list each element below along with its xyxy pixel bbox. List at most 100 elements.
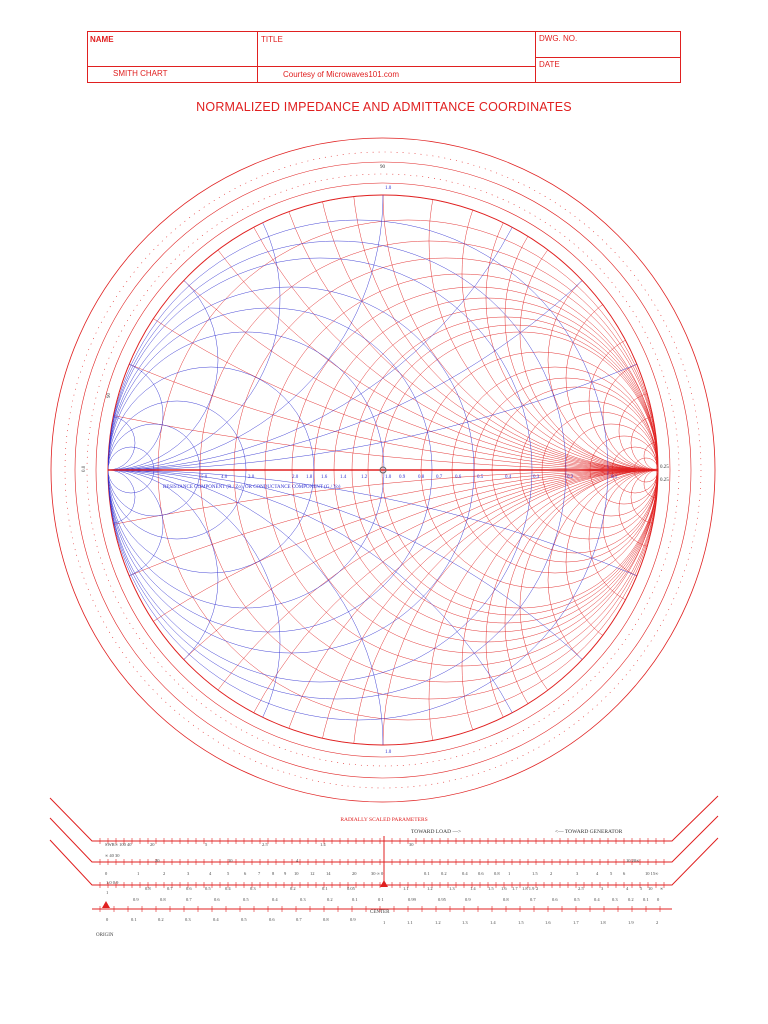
svg-text:0.1: 0.1 <box>643 897 649 902</box>
svg-text:0.9: 0.9 <box>133 897 139 902</box>
dwg-no-label: DWG. NO. <box>539 34 578 43</box>
svg-text:4: 4 <box>626 886 629 891</box>
svg-text:0.95: 0.95 <box>438 897 447 902</box>
date-label: DATE <box>539 60 560 69</box>
svg-text:0.1: 0.1 <box>131 917 137 922</box>
svg-text:2: 2 <box>163 871 165 876</box>
svg-text:0.9: 0.9 <box>350 917 356 922</box>
svg-text:1.4: 1.4 <box>490 920 496 925</box>
svg-text:1.2: 1.2 <box>361 475 368 480</box>
top-angle-label: 90 <box>380 165 386 170</box>
svg-text:1.1: 1.1 <box>403 886 409 891</box>
svg-text:5.0: 5.0 <box>201 475 208 480</box>
name-cell: NAME <box>88 32 258 67</box>
left-edge-label: 0.0 <box>82 465 87 472</box>
svg-text:1.3: 1.3 <box>449 886 455 891</box>
radially-scaled-parameters: RADIALLY SCALED PARAMETERS TOWARD LOAD —… <box>49 795 719 938</box>
svg-text:3: 3 <box>187 871 190 876</box>
svg-text:7: 7 <box>258 871 261 876</box>
title-value: Courtesy of Microwaves101.com <box>283 70 400 79</box>
center-label: CENTER <box>370 910 390 915</box>
svg-text:1: 1 <box>508 871 510 876</box>
svg-text:0.2: 0.2 <box>158 917 164 922</box>
svg-text:30 ∞ 0: 30 ∞ 0 <box>371 871 384 876</box>
svg-text:4: 4 <box>209 871 212 876</box>
svg-text:1.4: 1.4 <box>340 475 347 480</box>
svg-text:0.1: 0.1 <box>322 886 328 891</box>
svg-text:10 15∞: 10 15∞ <box>645 871 658 876</box>
axis-label: RESISTANCE COMPONENT (R / Zo), OR CONDUC… <box>163 485 341 490</box>
svg-text:1.4: 1.4 <box>320 842 326 847</box>
svg-text:4: 4 <box>596 871 599 876</box>
svg-text:0.7: 0.7 <box>436 475 443 480</box>
origin-label: ORIGIN <box>96 933 114 938</box>
title-block: NAME SMITH CHART TITLE Courtesy of Micro… <box>87 31 681 83</box>
svg-text:20: 20 <box>352 871 357 876</box>
svg-text:5: 5 <box>610 871 613 876</box>
name-value-cell: SMITH CHART <box>88 67 258 83</box>
svg-text:0.2: 0.2 <box>567 475 574 480</box>
svg-text:0.4: 0.4 <box>213 917 219 922</box>
svg-text:8: 8 <box>272 871 275 876</box>
svg-text:10: 10 <box>228 858 233 863</box>
scales-title: RADIALLY SCALED PARAMETERS <box>340 817 427 823</box>
svg-text:0.5: 0.5 <box>205 886 211 891</box>
svg-text:1.6: 1.6 <box>321 475 328 480</box>
svg-text:1.4: 1.4 <box>470 886 476 891</box>
svg-text:0.4: 0.4 <box>505 475 512 480</box>
svg-text:1.1: 1.1 <box>407 920 413 925</box>
svg-text:0.8: 0.8 <box>160 897 166 902</box>
name-value: SMITH CHART <box>113 69 168 78</box>
svg-text:1.5: 1.5 <box>518 920 524 925</box>
svg-text:5: 5 <box>640 886 643 891</box>
svg-text:0.3: 0.3 <box>533 475 540 480</box>
svg-text:0.3: 0.3 <box>612 897 618 902</box>
svg-text:1.3: 1.3 <box>462 920 468 925</box>
svg-text:2.5: 2.5 <box>578 886 584 891</box>
svg-text:0.2: 0.2 <box>628 897 634 902</box>
svg-text:0.5: 0.5 <box>477 475 484 480</box>
svg-text:9: 9 <box>284 871 287 876</box>
svg-text:0.7: 0.7 <box>296 917 302 922</box>
svg-text:0.1: 0.1 <box>611 475 618 480</box>
svg-text:0.2: 0.2 <box>327 897 333 902</box>
svg-text:6: 6 <box>244 871 247 876</box>
svg-text:1.6: 1.6 <box>545 920 551 925</box>
svg-text:3: 3 <box>601 886 604 891</box>
svg-text:5: 5 <box>227 871 230 876</box>
svg-text:0.05: 0.05 <box>347 886 356 891</box>
svg-text:0.5: 0.5 <box>574 897 580 902</box>
svg-text:∞ 40 30: ∞ 40 30 <box>105 853 120 858</box>
svg-text:0: 0 <box>106 917 109 922</box>
svg-text:1.0: 1.0 <box>385 475 392 480</box>
title-cell: TITLE <box>258 32 536 67</box>
svg-text:4.0: 4.0 <box>221 475 228 480</box>
svg-text:4: 4 <box>296 858 299 863</box>
svg-text:SWR∞ 100 40: SWR∞ 100 40 <box>105 842 132 847</box>
svg-text:1: 1 <box>106 890 108 895</box>
svg-text:2: 2 <box>536 886 538 891</box>
svg-text:30: 30 <box>409 842 414 847</box>
svg-text:0: 0 <box>105 871 108 876</box>
svg-text:0.8: 0.8 <box>494 871 500 876</box>
svg-text:0.7: 0.7 <box>167 886 173 891</box>
svg-text:0.9: 0.9 <box>465 897 471 902</box>
top-arc-label: 1.0 <box>385 186 392 191</box>
svg-text:0.8: 0.8 <box>418 475 425 480</box>
svg-text:0.2: 0.2 <box>290 886 296 891</box>
svg-text:1.7: 1.7 <box>573 920 579 925</box>
svg-text:0.8: 0.8 <box>503 897 509 902</box>
svg-text:10: 10 <box>294 871 299 876</box>
left-angle-label: 90 <box>107 393 112 399</box>
svg-text:∞: ∞ <box>660 886 663 891</box>
svg-text:1: 1 <box>383 920 385 925</box>
svg-text:1.6: 1.6 <box>501 886 507 891</box>
svg-text:1.0 0.9: 1.0 0.9 <box>106 880 119 885</box>
svg-text:0.7: 0.7 <box>530 897 536 902</box>
svg-text:12: 12 <box>310 871 315 876</box>
svg-text:0.99: 0.99 <box>408 897 417 902</box>
svg-text:1.7: 1.7 <box>512 886 518 891</box>
svg-text:0.4: 0.4 <box>225 886 231 891</box>
svg-text:0.9: 0.9 <box>399 475 406 480</box>
